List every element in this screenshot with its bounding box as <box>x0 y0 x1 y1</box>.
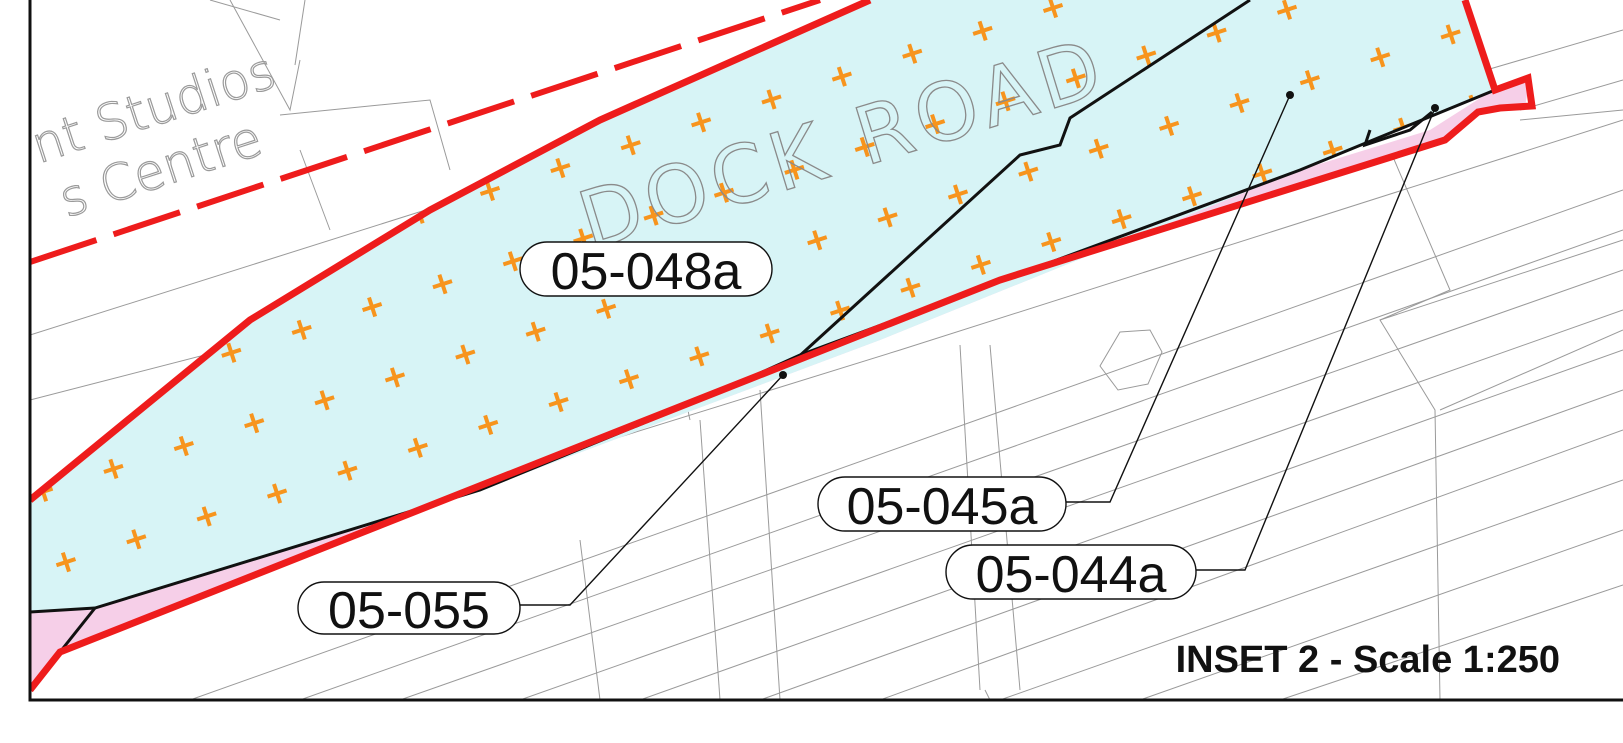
parcel-label-05-044a-text: 05-044a <box>976 546 1167 604</box>
inset-title: INSET 2 - Scale 1:250 <box>1176 639 1560 681</box>
leader-dots <box>779 91 1439 379</box>
parcel-plus-hatching <box>30 0 1495 612</box>
parcel-label-05-045a-text: 05-045a <box>847 478 1038 536</box>
parcel-label-05-044a: 05-044a <box>945 544 1197 604</box>
parcel-label-05-045a: 05-045a <box>817 476 1067 536</box>
dashed-boundary-line <box>30 0 821 265</box>
parcel-label-05-048a-text: 05-048a <box>551 243 742 301</box>
red-boundaries <box>30 0 1537 693</box>
parcel-label-05-055-text: 05-055 <box>328 582 490 640</box>
parcel-label-05-055: 05-055 <box>297 581 521 640</box>
map-frame <box>28 0 1623 702</box>
leader-lines <box>520 94 1436 606</box>
parcel-label-05-048a: 05-048a <box>519 241 773 301</box>
background-place-labels: nt Studios s Centre <box>30 41 283 229</box>
